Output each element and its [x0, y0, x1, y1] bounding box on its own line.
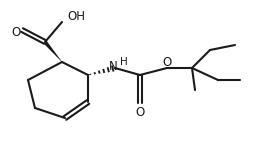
Text: N: N — [109, 60, 117, 74]
Text: H: H — [120, 57, 128, 67]
Polygon shape — [43, 41, 62, 62]
Text: OH: OH — [67, 9, 85, 22]
Text: O: O — [135, 107, 145, 119]
Text: O: O — [162, 55, 172, 69]
Text: O: O — [11, 26, 21, 38]
